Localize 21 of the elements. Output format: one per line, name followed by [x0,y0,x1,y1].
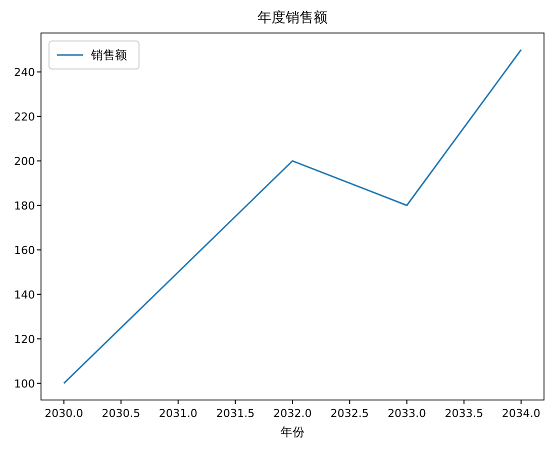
y-tick-label: 200 [14,154,35,168]
y-tick-label: 240 [14,66,35,79]
y-tick-label: 100 [14,377,35,390]
legend-label: 销售额 [90,48,127,62]
x-tick-label: 2030.0 [44,407,84,420]
x-tick-label: 2031.0 [158,407,198,420]
x-tick-label: 2033.5 [444,407,484,420]
chart-title: 年度销售额 [258,10,328,26]
x-axis-title: 年份 [280,425,304,439]
y-tick-label: 220 [14,110,35,124]
y-tick-label: 140 [14,288,35,302]
y-tick-label: 160 [14,244,35,257]
y-tick-label: 120 [14,332,35,346]
line-series [63,48,522,384]
x-tick-label: 2032.0 [273,407,312,420]
y-tick-label: 180 [14,199,35,212]
x-tick-label: 2033.0 [388,407,426,420]
x-tick-label: 2032.5 [330,407,369,420]
x-tick-label: 2031.5 [216,407,255,420]
x-tick-label: 2034.0 [502,407,540,420]
x-tick-label: 2030.5 [102,407,140,420]
